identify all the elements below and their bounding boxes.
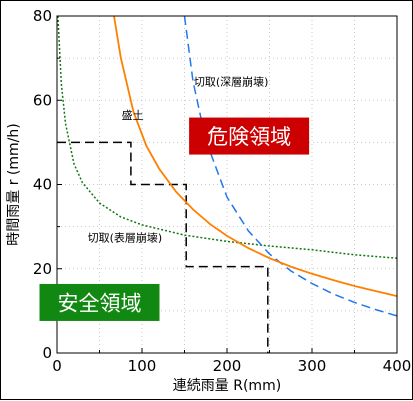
- criterion-line: [113, 15, 398, 297]
- y-axis-label: 時間雨量 r (mm/h): [6, 123, 22, 245]
- zone-safe: 安全領域: [39, 283, 160, 321]
- x-tick-label: 300: [298, 357, 327, 375]
- x-tick-label: 200: [213, 357, 242, 375]
- x-tick-label: 400: [383, 357, 412, 375]
- y-tick-label: 20: [33, 260, 52, 278]
- annotation-shallow: 切取(表層崩壊): [88, 230, 163, 244]
- deep-failure-line: [183, 15, 398, 317]
- moritsuchi-line: [57, 141, 269, 353]
- zone-label: 安全領域: [58, 291, 142, 315]
- axis-ticks: 0 100 200 300 400 0 20 40 60 80: [33, 7, 411, 375]
- y-tick-label: 60: [33, 91, 52, 109]
- x-axis-label: 連続雨量 R(mm): [173, 377, 281, 394]
- zone-box: [189, 117, 310, 155]
- zone-box: [39, 283, 160, 321]
- zone-label: 危険領域: [207, 125, 291, 149]
- shallow-failure-line: [57, 15, 398, 259]
- x-tick-label: 100: [128, 357, 157, 375]
- y-tick-label: 80: [33, 7, 52, 25]
- y-tick-label: 40: [33, 176, 52, 194]
- zone-danger: 危険領域: [189, 117, 310, 155]
- annotation-moritsuchi: 盛土: [122, 108, 144, 122]
- annotation-deep: 切取(深層崩壊): [194, 75, 269, 89]
- y-tick-label: 0: [42, 344, 52, 362]
- x-tick-label: 0: [52, 357, 62, 375]
